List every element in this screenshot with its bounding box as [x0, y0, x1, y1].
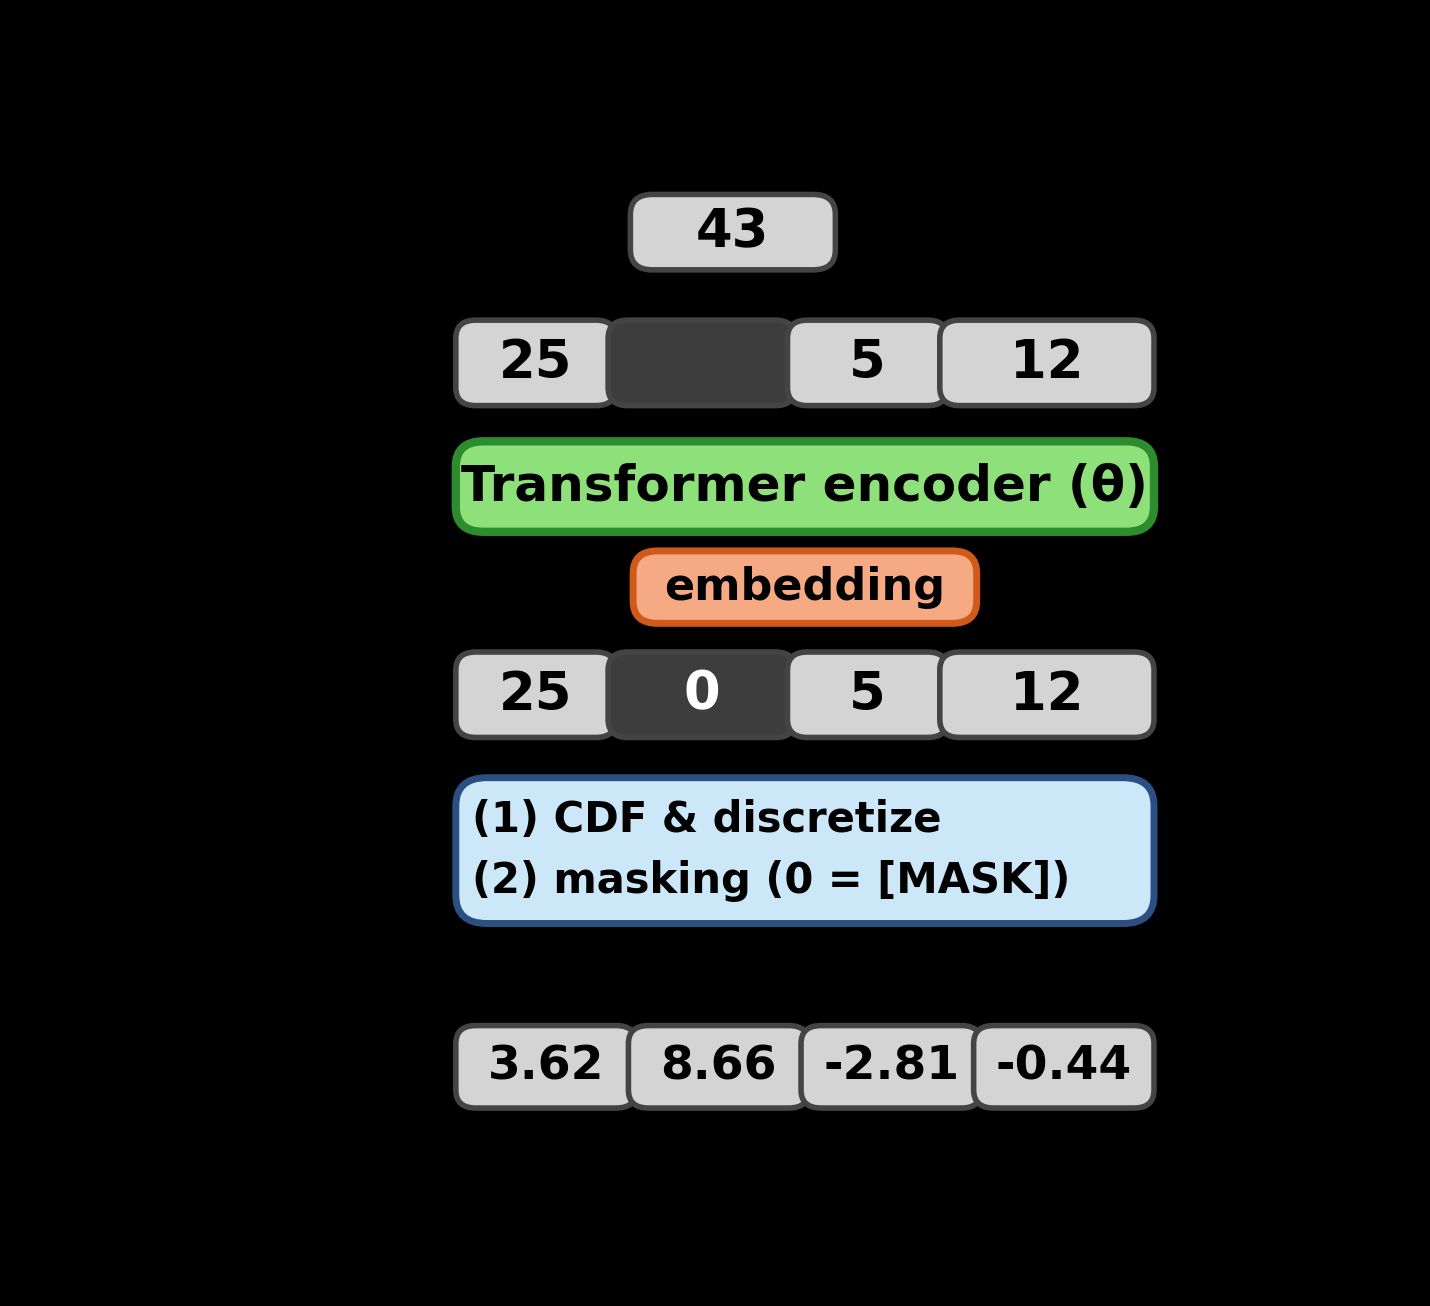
- Text: 12: 12: [1010, 337, 1084, 389]
- FancyBboxPatch shape: [788, 320, 948, 406]
- Text: embedding: embedding: [665, 565, 945, 609]
- FancyBboxPatch shape: [633, 551, 977, 623]
- Text: 25: 25: [499, 669, 572, 721]
- Text: -2.81: -2.81: [824, 1045, 960, 1089]
- FancyBboxPatch shape: [940, 320, 1154, 406]
- FancyBboxPatch shape: [788, 652, 948, 738]
- Text: 43: 43: [696, 206, 769, 259]
- Text: 25: 25: [499, 337, 572, 389]
- Text: 5: 5: [849, 669, 885, 721]
- FancyBboxPatch shape: [801, 1025, 981, 1107]
- FancyBboxPatch shape: [456, 320, 616, 406]
- FancyBboxPatch shape: [628, 1025, 809, 1107]
- Text: 8.66: 8.66: [661, 1045, 776, 1089]
- FancyBboxPatch shape: [456, 1025, 636, 1107]
- Text: 3.62: 3.62: [488, 1045, 605, 1089]
- FancyBboxPatch shape: [456, 441, 1154, 532]
- Text: 5: 5: [849, 337, 885, 389]
- Text: Transformer encoder (θ): Transformer encoder (θ): [462, 462, 1148, 511]
- Text: -0.44: -0.44: [995, 1045, 1133, 1089]
- Text: (1) CDF & discretize: (1) CDF & discretize: [472, 799, 942, 841]
- FancyBboxPatch shape: [456, 652, 616, 738]
- Text: (2) masking (0 = [MASK]): (2) masking (0 = [MASK]): [472, 859, 1071, 901]
- Text: 12: 12: [1010, 669, 1084, 721]
- FancyBboxPatch shape: [608, 320, 795, 406]
- FancyBboxPatch shape: [608, 652, 795, 738]
- FancyBboxPatch shape: [631, 195, 835, 270]
- Text: 0: 0: [684, 669, 719, 721]
- FancyBboxPatch shape: [456, 777, 1154, 923]
- FancyBboxPatch shape: [940, 652, 1154, 738]
- FancyBboxPatch shape: [974, 1025, 1154, 1107]
